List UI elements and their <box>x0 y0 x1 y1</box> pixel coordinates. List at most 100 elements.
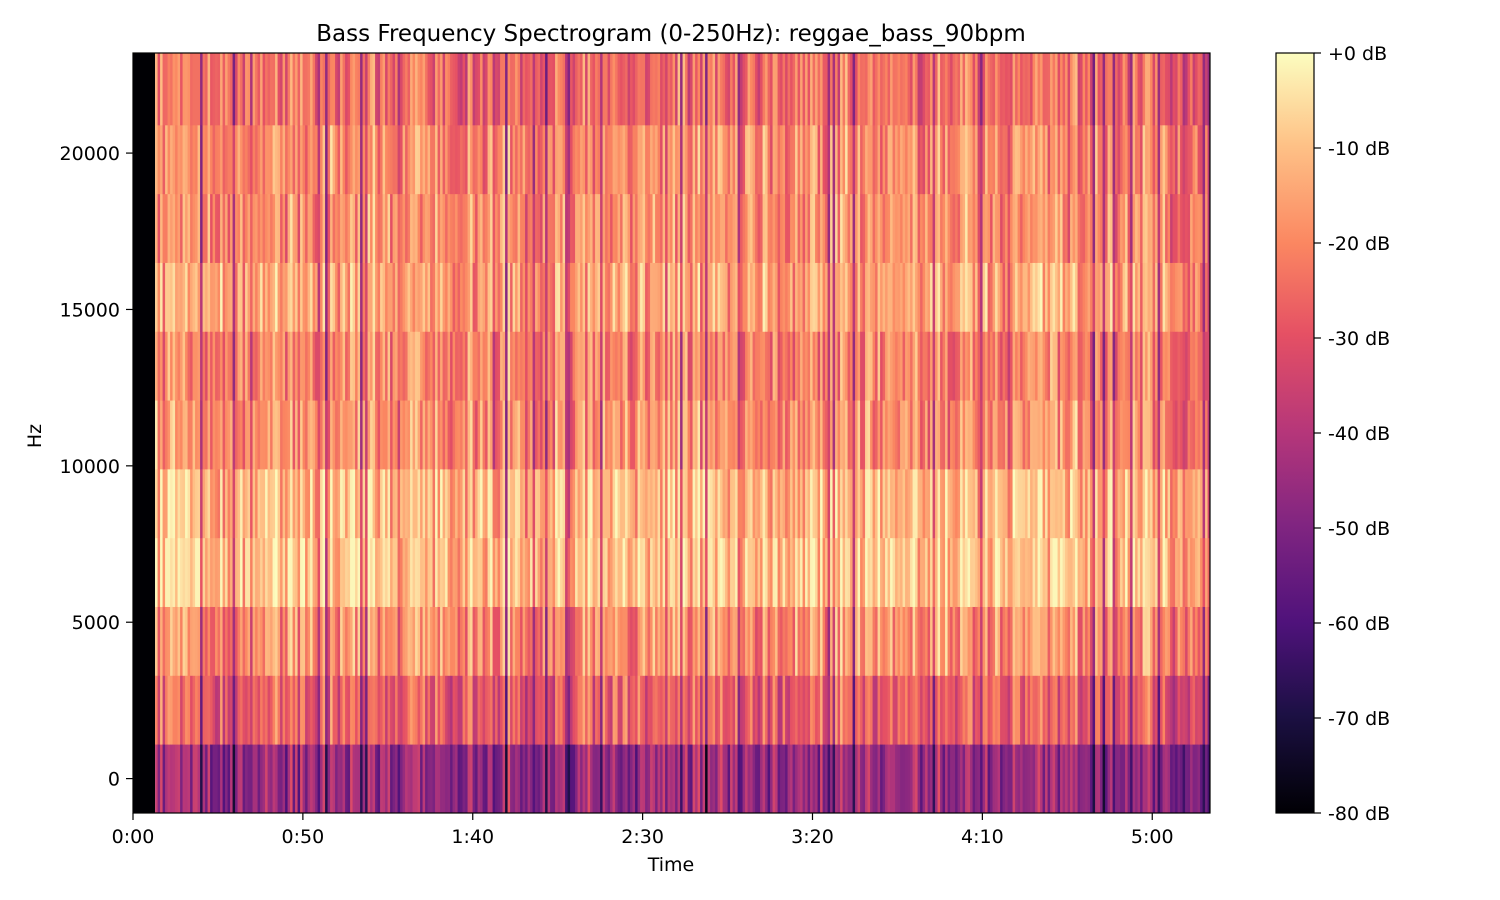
spectrogram-cell <box>570 400 573 470</box>
spectrogram-cell <box>750 537 753 607</box>
spectrogram-cell <box>355 124 358 195</box>
spectrogram-cell <box>240 193 243 263</box>
spectrogram-cell <box>875 193 878 263</box>
spectrogram-cell <box>1045 331 1048 401</box>
spectrogram-cell <box>1132 606 1136 676</box>
spectrogram-cell <box>707 606 711 676</box>
spectrogram-cell <box>455 193 458 263</box>
spectrogram-cell <box>372 53 376 126</box>
spectrogram-cell <box>215 262 218 332</box>
spectrogram-column <box>167 53 171 813</box>
spectrogram-cell <box>1057 675 1061 745</box>
spectrogram-column <box>1127 53 1131 813</box>
spectrogram-cell <box>1187 537 1191 607</box>
spectrogram-cell <box>1120 468 1123 539</box>
spectrogram-cell <box>997 53 1001 126</box>
spectrogram-cell <box>572 675 576 745</box>
spectrogram-cell <box>332 331 336 401</box>
spectrogram-cell <box>225 193 228 263</box>
spectrogram-cell <box>805 124 808 195</box>
spectrogram-cell <box>637 606 641 676</box>
spectrogram-cell <box>992 606 996 676</box>
spectrogram-cell <box>625 468 628 539</box>
spectrogram-cell <box>670 53 673 126</box>
spectrogram-cell <box>210 331 213 401</box>
spectrogram-column <box>612 53 616 813</box>
spectrogram-cell <box>467 262 471 332</box>
spectrogram-cell <box>422 468 426 539</box>
spectrogram-cell <box>745 606 748 676</box>
spectrogram-cell <box>432 193 436 263</box>
spectrogram-cell <box>417 468 421 539</box>
spectrogram-cell <box>382 537 386 607</box>
spectrogram-cell <box>600 468 603 539</box>
spectrogram-cell <box>1162 537 1166 607</box>
spectrogram-cell <box>302 262 306 332</box>
spectrogram-cell <box>410 468 413 539</box>
spectrogram-cell <box>442 537 446 607</box>
spectrogram-cell <box>197 537 201 607</box>
spectrogram-cell <box>555 468 558 539</box>
spectrogram-cell <box>1170 193 1173 263</box>
spectrogram-column <box>1090 53 1093 813</box>
spectrogram-cell <box>645 744 648 813</box>
spectrogram-cell <box>302 331 306 401</box>
spectrogram-cell <box>630 331 633 401</box>
spectrogram-cell <box>680 124 683 195</box>
spectrogram-cell <box>495 606 498 676</box>
spectrogram-cell <box>605 675 608 745</box>
spectrogram-cell <box>315 537 318 607</box>
spectrogram-cell <box>542 331 546 401</box>
spectrogram-cell <box>600 744 603 813</box>
spectrogram-cell <box>977 124 981 195</box>
spectrogram-column <box>972 53 976 813</box>
spectrogram-cell <box>462 124 466 195</box>
spectrogram-column <box>1057 53 1061 813</box>
spectrogram-cell <box>1017 262 1021 332</box>
spectrogram-cell <box>950 675 953 745</box>
spectrogram-cell <box>1080 468 1083 539</box>
spectrogram-cell <box>447 193 451 263</box>
spectrogram-cell <box>160 53 163 126</box>
spectrogram-cell <box>360 262 363 332</box>
spectrogram-cell <box>685 262 688 332</box>
spectrogram-cell <box>1192 675 1196 745</box>
spectrogram-cell <box>367 53 371 126</box>
spectrogram-cell <box>812 400 816 470</box>
spectrogram-cell <box>1155 675 1158 745</box>
spectrogram-column <box>257 53 261 813</box>
spectrogram-cell <box>365 537 368 607</box>
spectrogram-cell <box>355 262 358 332</box>
spectrogram-cell <box>1047 262 1051 332</box>
spectrogram-cell <box>665 537 668 607</box>
spectrogram-cell <box>1177 400 1181 470</box>
spectrogram-cell <box>1192 537 1196 607</box>
spectrogram-cell <box>895 537 898 607</box>
spectrogram-column <box>495 53 498 813</box>
spectrogram-cell <box>625 400 628 470</box>
spectrogram-cell <box>225 400 228 470</box>
spectrogram-cell <box>587 675 591 745</box>
spectrogram-cell <box>325 400 328 470</box>
spectrogram-cell <box>652 124 656 195</box>
spectrogram-cell <box>382 193 386 263</box>
spectrogram-cell <box>170 53 173 126</box>
spectrogram-cell <box>395 331 398 401</box>
spectrogram-cell <box>157 262 161 332</box>
spectrogram-cell <box>982 468 986 539</box>
spectrogram-cell <box>1015 537 1018 607</box>
spectrogram-cell <box>920 468 923 539</box>
spectrogram-cell <box>780 124 783 195</box>
spectrogram-column <box>297 53 301 813</box>
spectrogram-cell <box>237 468 241 539</box>
spectrogram-cell <box>730 606 733 676</box>
spectrogram-cell <box>512 537 516 607</box>
spectrogram-cell <box>647 400 651 470</box>
spectrogram-cell <box>1102 193 1106 263</box>
spectrogram-cell <box>727 124 731 195</box>
spectrogram-cell <box>182 331 186 401</box>
spectrogram-cell <box>502 262 506 332</box>
spectrogram-cell <box>1155 606 1158 676</box>
spectrogram-cell <box>1100 53 1103 126</box>
spectrogram-cell <box>290 400 293 470</box>
